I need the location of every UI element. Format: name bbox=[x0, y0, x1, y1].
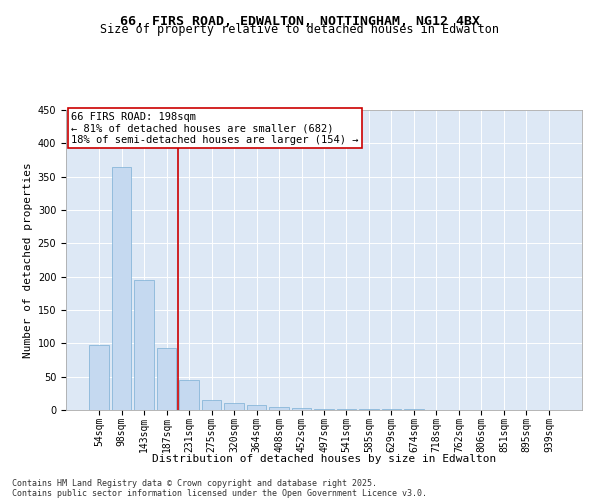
Text: 66, FIRS ROAD, EDWALTON, NOTTINGHAM, NG12 4BX: 66, FIRS ROAD, EDWALTON, NOTTINGHAM, NG1… bbox=[120, 15, 480, 28]
Bar bbox=[292, 408, 311, 410]
Text: Contains public sector information licensed under the Open Government Licence v3: Contains public sector information licen… bbox=[12, 488, 427, 498]
Y-axis label: Number of detached properties: Number of detached properties bbox=[23, 162, 34, 358]
Text: Size of property relative to detached houses in Edwalton: Size of property relative to detached ho… bbox=[101, 22, 499, 36]
Bar bbox=[89, 344, 109, 410]
Text: 66 FIRS ROAD: 198sqm
← 81% of detached houses are smaller (682)
18% of semi-deta: 66 FIRS ROAD: 198sqm ← 81% of detached h… bbox=[71, 112, 359, 144]
X-axis label: Distribution of detached houses by size in Edwalton: Distribution of detached houses by size … bbox=[152, 454, 496, 464]
Bar bbox=[247, 406, 266, 410]
Bar bbox=[269, 406, 289, 410]
Bar bbox=[157, 348, 176, 410]
Bar bbox=[202, 400, 221, 410]
Text: Contains HM Land Registry data © Crown copyright and database right 2025.: Contains HM Land Registry data © Crown c… bbox=[12, 478, 377, 488]
Bar bbox=[112, 166, 131, 410]
Bar bbox=[179, 380, 199, 410]
Bar bbox=[134, 280, 154, 410]
Bar bbox=[224, 404, 244, 410]
